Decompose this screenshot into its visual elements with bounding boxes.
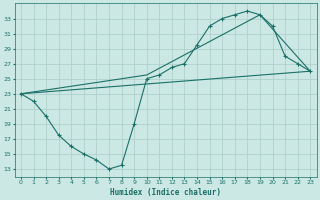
X-axis label: Humidex (Indice chaleur): Humidex (Indice chaleur) (110, 188, 221, 197)
